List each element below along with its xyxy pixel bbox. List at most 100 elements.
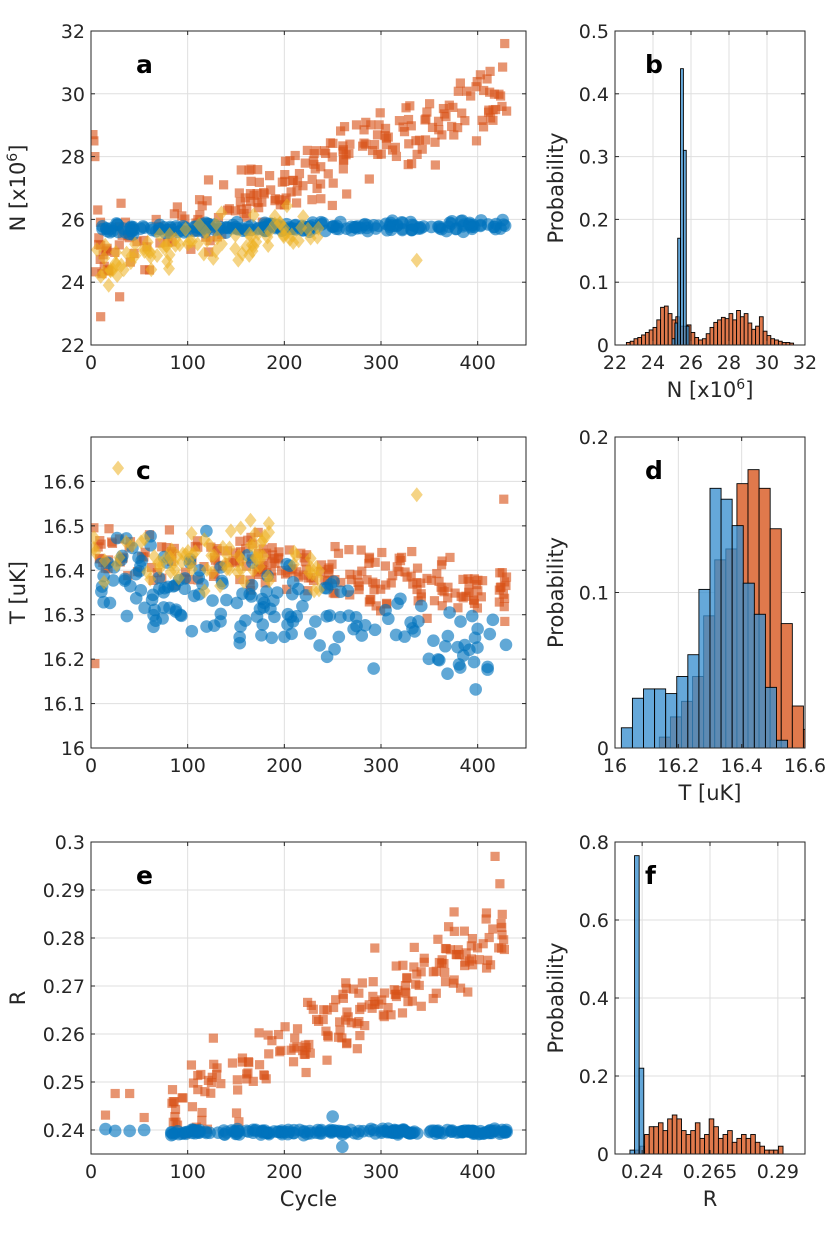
scatter-point-orange [477, 115, 487, 125]
scatter-point-orange [172, 202, 182, 212]
scatter-point-blue [443, 606, 456, 619]
scatter-point-orange [252, 189, 262, 199]
scatter-point-yellow [197, 246, 210, 262]
x-tick-label: 0 [85, 352, 97, 374]
y-tick-label: 32 [61, 21, 85, 43]
axes-frame [90, 30, 527, 346]
scatter-point-orange [397, 1008, 408, 1018]
scatter-point-orange [177, 1093, 187, 1103]
scatter-point-blue [149, 614, 163, 628]
scatter-point-orange [499, 577, 510, 587]
scatter-point-orange [234, 1117, 244, 1127]
x-axis-label: N [x106] [667, 377, 754, 402]
hist-bar-orange [754, 1141, 761, 1154]
scatter-point-yellow [273, 215, 286, 231]
scatter-point-orange [479, 85, 489, 96]
scatter-point-orange [468, 595, 479, 605]
hist-bar-orange [720, 316, 726, 345]
scatter-point-orange [140, 547, 150, 557]
panel-a: 0 100 200 300 400 22 24 26 28 30 32 N [x106] a [5, 21, 527, 374]
scatter-point-orange [253, 165, 263, 175]
scatter-point-orange [370, 943, 380, 953]
scatter-point-orange [298, 570, 308, 580]
scatter-point-blue [407, 219, 420, 232]
scatter-point-orange [274, 194, 284, 205]
scatter-point-orange [364, 552, 375, 562]
scatter-point-yellow [410, 252, 423, 268]
scatter-point-orange [402, 973, 412, 983]
scatter-point-orange [437, 955, 447, 965]
panel-c: 0 100 200 300 400 16 16.1 16.2 16.3 16.4 16.5 16.6 T… [6, 436, 527, 777]
scatter-point-blue [483, 627, 497, 641]
scatter-point-yellow [198, 583, 211, 599]
scatter-point-orange [407, 159, 417, 169]
scatter-point-orange [494, 597, 504, 607]
y-tick-label: 16.4 [43, 560, 85, 582]
hist-bar-blue [685, 325, 690, 345]
scatter-point-orange [319, 1005, 329, 1015]
scatter-point-orange [300, 557, 310, 567]
scatter-point-orange [292, 567, 302, 577]
scatter-point-blue [315, 1127, 328, 1140]
scatter-point-orange [366, 120, 376, 130]
y-tick-label: 22 [61, 335, 85, 357]
scatter-point-orange [478, 939, 488, 949]
hist-bar-blue [634, 855, 640, 1154]
scatter-point-orange [335, 1017, 345, 1027]
hist-bar-blue [654, 688, 667, 748]
scatter-point-orange [208, 1033, 218, 1043]
scatter-point-yellow [287, 235, 300, 251]
scatter-point-blue [469, 683, 482, 696]
scatter-point-orange [457, 108, 467, 118]
scatter-point-orange [377, 547, 387, 558]
scatter-point-blue [296, 599, 309, 613]
scatter-point-orange [473, 586, 483, 596]
scatter-point-orange [344, 545, 354, 555]
scatter-point-orange [146, 562, 157, 573]
scatter-point-blue [230, 215, 244, 229]
scatter-point-orange [230, 206, 240, 216]
scatter-point-orange [248, 1076, 258, 1086]
x-tick-label: 100 [170, 755, 206, 777]
hist-bar-orange [694, 337, 700, 345]
scatter-point-orange [308, 575, 319, 586]
scatter-point-orange [288, 175, 298, 186]
hist-bar-orange [660, 306, 665, 345]
scatter-point-orange [433, 934, 443, 944]
scatter-point-yellow [312, 220, 325, 236]
y-tick-label: 0.1 [579, 583, 609, 605]
hist-bar-orange [727, 1130, 733, 1154]
scatter-point-orange [291, 198, 302, 208]
scatter-point-orange [157, 542, 167, 552]
scatter-point-blue [278, 630, 291, 644]
scatter-point-blue [187, 589, 201, 603]
scatter-point-orange [484, 932, 494, 943]
y-tick-label: 24 [61, 272, 85, 294]
scatter-point-orange [259, 558, 269, 568]
scatter-point-yellow [115, 257, 128, 273]
scatter-point-orange [461, 948, 471, 958]
scatter-point-orange [454, 949, 464, 960]
scatter-point-orange [188, 1078, 199, 1088]
scatter-point-orange [280, 1022, 290, 1032]
scatter-point-orange [448, 102, 458, 113]
scatter-point-blue [376, 1122, 389, 1136]
scatter-point-orange [437, 130, 447, 140]
scatter-point-orange [300, 158, 310, 168]
scatter-point-orange [467, 933, 478, 944]
scatter-point-blue [299, 589, 313, 602]
scatter-point-blue [388, 1126, 401, 1140]
scatter-point-orange [237, 1053, 248, 1063]
scatter-point-orange [327, 200, 337, 211]
hist-bar-blue [620, 727, 633, 748]
scatter-point-orange [494, 943, 504, 953]
scatter-point-orange [207, 1072, 217, 1082]
data-layer [625, 68, 795, 345]
scatter-point-orange [360, 1020, 370, 1031]
scatter-point-orange [328, 1002, 339, 1013]
axes-frame [90, 436, 527, 749]
scatter-point-orange [354, 988, 364, 998]
x-tick-label: 0.265 [683, 1161, 737, 1183]
scatter-point-yellow [215, 205, 228, 221]
scatter-point-blue [203, 1126, 216, 1140]
